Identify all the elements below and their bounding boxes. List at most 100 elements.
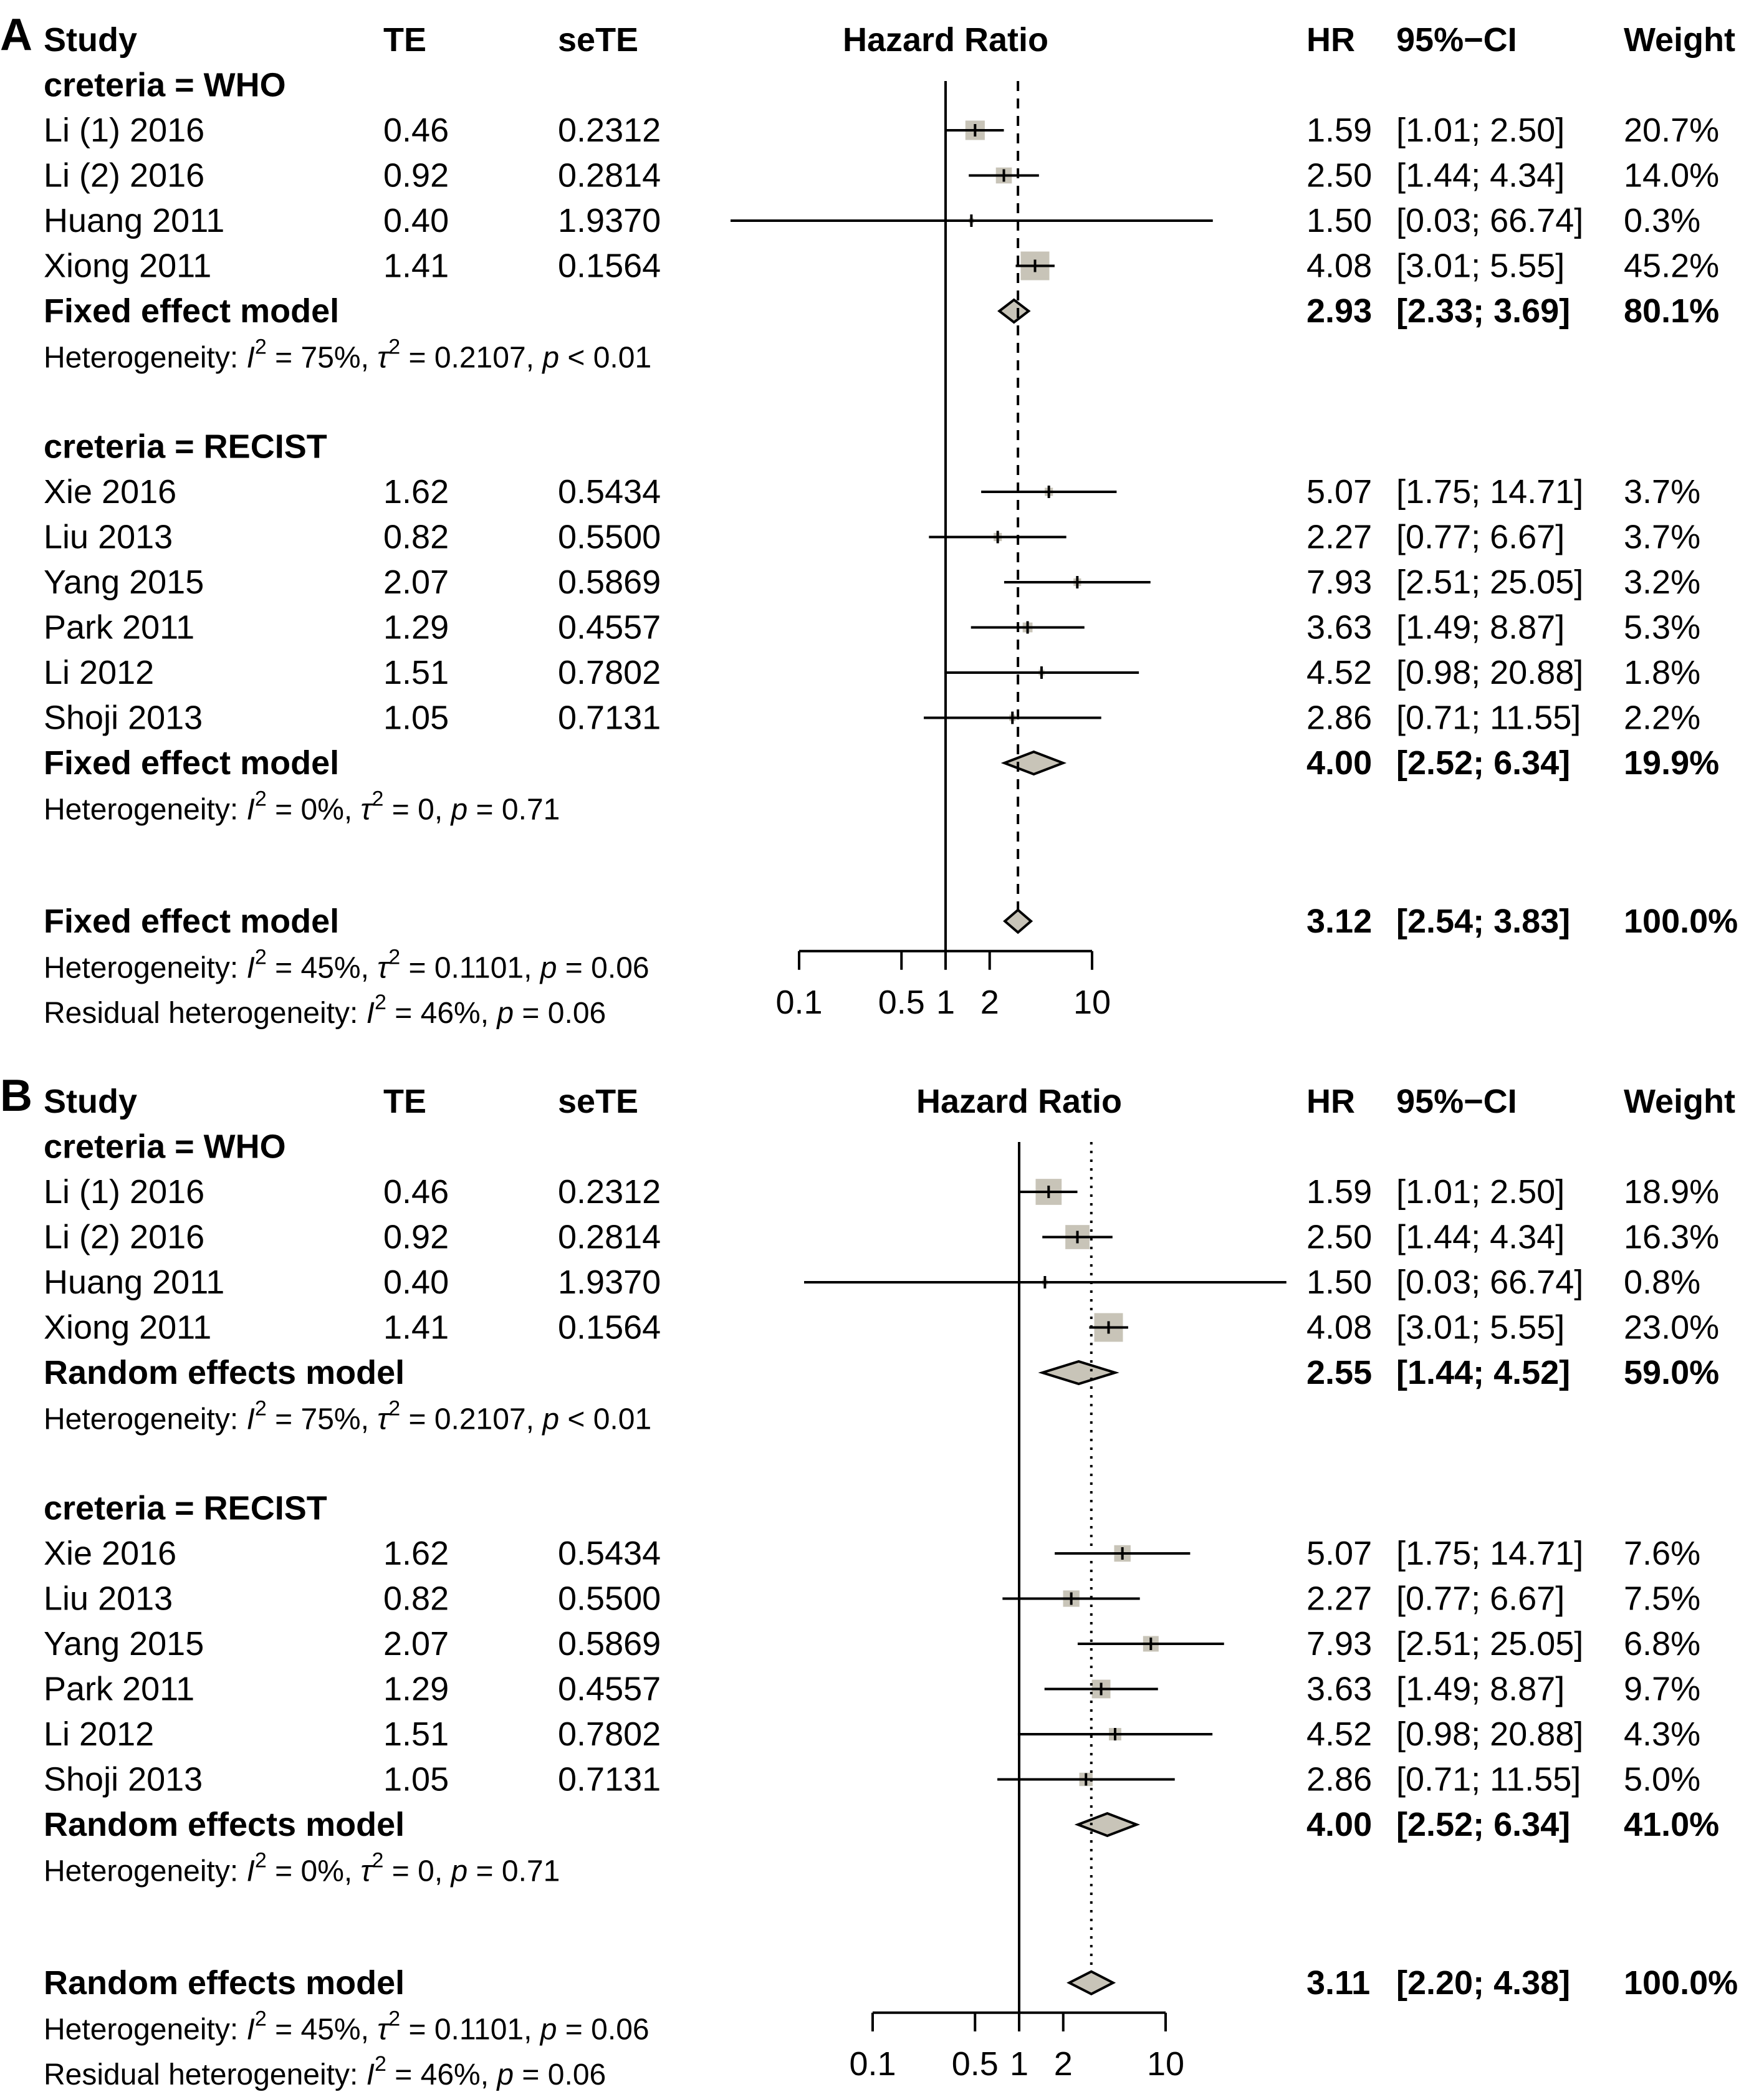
study-name: Xiong 2011 <box>44 247 211 285</box>
te-value: 2.07 <box>383 1625 449 1663</box>
study-name: Yang 2015 <box>44 1625 204 1663</box>
sete-value: 0.2814 <box>558 1219 661 1256</box>
summary-ci: [2.33; 3.69] <box>1396 292 1570 330</box>
study-row: Li (1) 2016 0.46 0.2312 1.59 [1.01; 2.50] 18.… <box>44 1173 1719 1211</box>
hr-value: 4.52 <box>1306 1716 1372 1753</box>
i-sup: 2 <box>375 2052 386 2076</box>
te-value: 1.51 <box>383 1716 449 1753</box>
x-tick-label: 10 <box>1147 2045 1184 2083</box>
summary-diamond <box>997 298 1031 324</box>
column-header-ci: 95%−CI <box>1396 1083 1517 1120</box>
i2-value: = 46% <box>386 2058 481 2091</box>
subgroup-label: creteria = WHO <box>44 67 286 104</box>
tau2-value: = 0.1101 <box>400 951 524 984</box>
chart-title: Hazard Ratio <box>916 1083 1122 1120</box>
ci-value: [1.01; 2.50] <box>1396 1173 1565 1211</box>
study-row: Xiong 2011 1.41 0.1564 4.08 [3.01; 5.55] 45.2… <box>44 247 1719 285</box>
x-tick-label: 1 <box>936 984 955 1021</box>
sete-value: 0.7802 <box>558 1716 661 1753</box>
p-value: = 0.71 <box>467 794 560 827</box>
te-value: 0.82 <box>383 1580 449 1618</box>
te-value: 1.62 <box>383 1535 449 1572</box>
i-symbol: I <box>367 997 375 1030</box>
x-tick-label: 0.5 <box>878 984 925 1021</box>
hr-value: 2.86 <box>1306 699 1372 737</box>
study-row: Shoji 2013 1.05 0.7131 2.86 [0.71; 11.55] 2.2… <box>44 699 1700 737</box>
ci-value: [3.01; 5.55] <box>1396 247 1565 285</box>
tau-symbol: τ <box>377 1403 390 1436</box>
hr-value: 5.07 <box>1306 1535 1372 1572</box>
summary-hr: 3.12 <box>1306 903 1372 940</box>
sete-value: 0.2814 <box>558 157 661 194</box>
sete-value: 1.9370 <box>558 202 661 239</box>
hr-value: 2.50 <box>1306 157 1372 194</box>
summary-hr: 4.00 <box>1306 1806 1372 1843</box>
i-sup: 2 <box>255 945 267 969</box>
study-row: Xiong 2011 1.41 0.1564 4.08 [3.01; 5.55] 23.0… <box>44 1309 1719 1346</box>
study-name: Park 2011 <box>44 609 194 646</box>
p-symbol: p <box>450 794 468 827</box>
hr-value: 1.50 <box>1306 202 1372 239</box>
het-label: Heterogeneity: <box>44 2013 247 2046</box>
p-value: = 0.06 <box>514 2058 606 2091</box>
ci-value: [0.98; 20.88] <box>1396 654 1583 691</box>
i-sup: 2 <box>255 335 267 359</box>
column-header-te: TE <box>383 21 426 59</box>
ci-value: [1.75; 14.71] <box>1396 1535 1583 1572</box>
p-symbol: p <box>539 2013 557 2046</box>
study-row: Yang 2015 2.07 0.5869 7.93 [2.51; 25.05] 6.8% <box>44 1625 1700 1663</box>
column-header-sete: seTE <box>558 21 638 59</box>
ci-value: [1.01; 2.50] <box>1396 112 1565 149</box>
te-value: 1.41 <box>383 247 449 285</box>
het-label: Residual heterogeneity: <box>44 997 367 1030</box>
study-row: Li 2012 1.51 0.7802 4.52 [0.98; 20.88] 1.8% <box>44 654 1700 691</box>
p-symbol: p <box>541 1403 559 1436</box>
study-row: Li (1) 2016 0.46 0.2312 1.59 [1.01; 2.50] 20.… <box>44 112 1719 149</box>
i2-value: = 45% <box>267 2013 361 2046</box>
summary-hr: 2.93 <box>1306 292 1372 330</box>
study-row: Xie 2016 1.62 0.5434 5.07 [1.75; 14.71] 3.7% <box>44 473 1700 511</box>
ci-value: [0.03; 66.74] <box>1396 1264 1583 1301</box>
i-symbol: I <box>247 342 255 375</box>
summary-weight: 80.1% <box>1624 292 1719 330</box>
tau-sup: 2 <box>372 787 384 811</box>
column-header-weight: Weight <box>1624 21 1735 59</box>
tau-sup: 2 <box>388 335 400 359</box>
study-name: Li 2012 <box>44 1716 154 1753</box>
summary-weight: 100.0% <box>1624 1964 1738 2002</box>
hr-value: 2.27 <box>1306 519 1372 556</box>
tau-symbol: τ <box>361 1855 374 1888</box>
sep: , <box>481 2058 497 2091</box>
hr-value: 5.07 <box>1306 473 1372 511</box>
sete-value: 0.5869 <box>558 564 661 601</box>
forest-panel-a: A Study TE seTE Hazard Ratio HR 95%−CI Weight cr… <box>0 10 1738 1030</box>
i-symbol: I <box>247 951 255 984</box>
i2-value: = 0% <box>267 1855 344 1888</box>
summary-ci: [2.52; 6.34] <box>1396 744 1570 782</box>
ci-value: [1.44; 4.34] <box>1396 1219 1565 1256</box>
i-symbol: I <box>367 2058 375 2091</box>
i-sup: 2 <box>255 1397 267 1421</box>
study-row: Liu 2013 0.82 0.5500 2.27 [0.77; 6.67] 7.5% <box>44 1580 1700 1618</box>
weight-value: 45.2% <box>1624 247 1719 285</box>
weight-value: 23.0% <box>1624 1309 1719 1346</box>
i-sup: 2 <box>255 787 267 811</box>
tau-sup: 2 <box>388 2007 400 2030</box>
i2-value: = 45% <box>267 951 361 984</box>
ci-value: [2.51; 25.05] <box>1396 564 1583 601</box>
summary-weight: 100.0% <box>1624 903 1738 940</box>
te-value: 0.40 <box>383 202 449 239</box>
tau-sup: 2 <box>388 945 400 969</box>
te-value: 1.29 <box>383 609 449 646</box>
summary-hr: 4.00 <box>1306 744 1372 782</box>
x-tick-label: 0.1 <box>849 2045 896 2083</box>
p-symbol: p <box>450 1855 468 1888</box>
weight-value: 3.2% <box>1624 564 1700 601</box>
sep: , <box>524 2013 540 2046</box>
summary-ci: [2.20; 4.38] <box>1396 1964 1570 2002</box>
sep: , <box>344 1855 361 1888</box>
study-name: Liu 2013 <box>44 519 173 556</box>
weight-value: 3.7% <box>1624 519 1700 556</box>
hr-value: 2.86 <box>1306 1761 1372 1798</box>
heterogeneity-text: Heterogeneity: I2 = 0%, τ2 = 0, p = 0.71 <box>44 787 560 827</box>
